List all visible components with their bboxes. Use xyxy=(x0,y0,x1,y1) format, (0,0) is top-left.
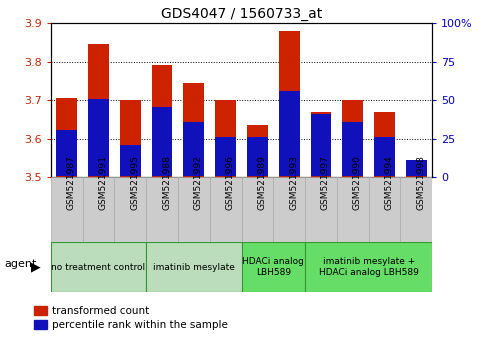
Bar xyxy=(88,44,109,177)
Title: GDS4047 / 1560733_at: GDS4047 / 1560733_at xyxy=(161,7,322,21)
Bar xyxy=(406,160,426,176)
Bar xyxy=(120,100,141,177)
Bar xyxy=(400,177,432,242)
Bar xyxy=(342,122,363,176)
Bar xyxy=(114,177,146,242)
Text: HDACi analog
LBH589: HDACi analog LBH589 xyxy=(242,257,304,277)
Bar xyxy=(374,137,395,176)
Bar xyxy=(146,242,242,292)
Text: GSM521993: GSM521993 xyxy=(289,155,298,210)
Text: GSM521989: GSM521989 xyxy=(257,155,267,210)
Bar xyxy=(273,177,305,242)
Text: GSM521994: GSM521994 xyxy=(384,155,394,210)
Bar xyxy=(342,100,363,177)
Bar xyxy=(374,112,395,177)
Bar xyxy=(57,98,77,177)
Text: GSM521990: GSM521990 xyxy=(353,155,362,210)
Text: GSM521992: GSM521992 xyxy=(194,155,203,210)
Bar xyxy=(152,107,172,176)
Bar xyxy=(311,112,331,177)
Bar xyxy=(146,177,178,242)
Bar xyxy=(184,122,204,176)
Text: imatinib mesylate +
HDACi analog LBH589: imatinib mesylate + HDACi analog LBH589 xyxy=(319,257,419,277)
Bar xyxy=(178,177,210,242)
Bar xyxy=(305,242,432,292)
Bar xyxy=(305,177,337,242)
Bar xyxy=(152,65,172,177)
Bar xyxy=(215,137,236,176)
Bar xyxy=(406,161,426,177)
Bar xyxy=(242,177,273,242)
Text: GSM521988: GSM521988 xyxy=(162,155,171,210)
Bar xyxy=(88,99,109,176)
Bar xyxy=(369,177,400,242)
Bar xyxy=(57,130,77,176)
Bar xyxy=(51,242,146,292)
Bar xyxy=(279,32,299,177)
Bar xyxy=(337,177,369,242)
Bar xyxy=(279,91,299,176)
Legend: transformed count, percentile rank within the sample: transformed count, percentile rank withi… xyxy=(34,306,228,330)
Bar xyxy=(83,177,114,242)
Bar xyxy=(311,114,331,176)
Text: GSM521997: GSM521997 xyxy=(321,155,330,210)
Text: GSM521987: GSM521987 xyxy=(67,155,76,210)
Text: ▶: ▶ xyxy=(31,261,41,274)
Text: no treatment control: no treatment control xyxy=(51,263,145,272)
Bar xyxy=(215,100,236,177)
Bar xyxy=(184,83,204,177)
Bar xyxy=(51,177,83,242)
Text: GSM521991: GSM521991 xyxy=(99,155,107,210)
Text: GSM521995: GSM521995 xyxy=(130,155,139,210)
Bar xyxy=(210,177,242,242)
Text: GSM521998: GSM521998 xyxy=(416,155,426,210)
Bar xyxy=(120,145,141,176)
Bar xyxy=(247,125,268,177)
Text: imatinib mesylate: imatinib mesylate xyxy=(153,263,235,272)
Bar xyxy=(247,137,268,176)
Text: agent: agent xyxy=(5,259,37,269)
Text: GSM521996: GSM521996 xyxy=(226,155,235,210)
Bar xyxy=(242,242,305,292)
